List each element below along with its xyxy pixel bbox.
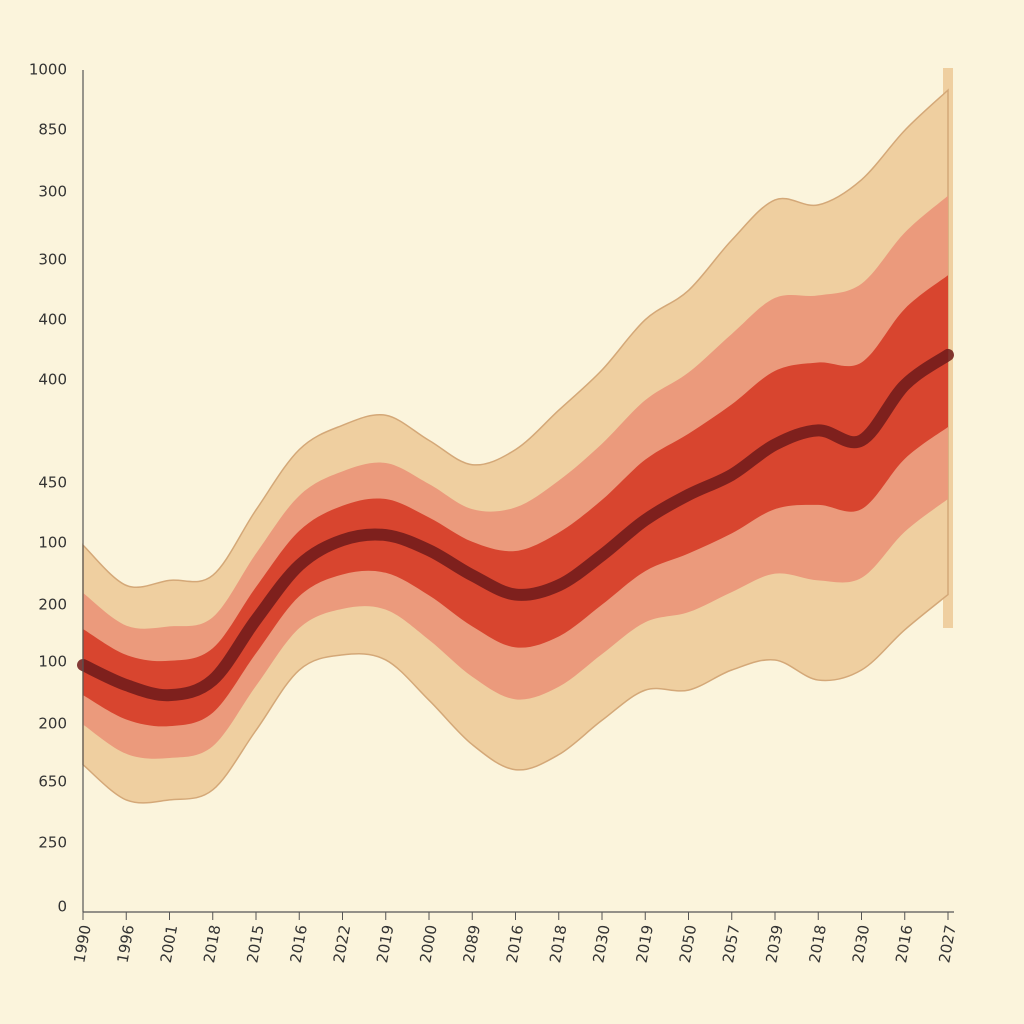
y-tick-label: 0 [57,898,67,916]
y-tick-label: 100 [38,653,67,671]
fan-band [83,195,948,759]
fan-band [83,275,948,727]
y-tick-label: 250 [38,834,67,852]
y-tick-label: 200 [38,596,67,614]
y-tick-label: 400 [38,311,67,329]
y-tick-label: 200 [38,715,67,733]
y-tick-label: 850 [38,121,67,139]
y-tick-label: 450 [38,474,67,492]
y-tick-label: 400 [38,371,67,389]
y-tick-label: 100 [38,534,67,552]
y-tick-label: 650 [38,773,67,791]
y-tick-label: 1000 [29,61,67,79]
y-tick-label: 300 [38,251,67,269]
y-tick-label: 300 [38,183,67,201]
median-line [77,348,954,702]
